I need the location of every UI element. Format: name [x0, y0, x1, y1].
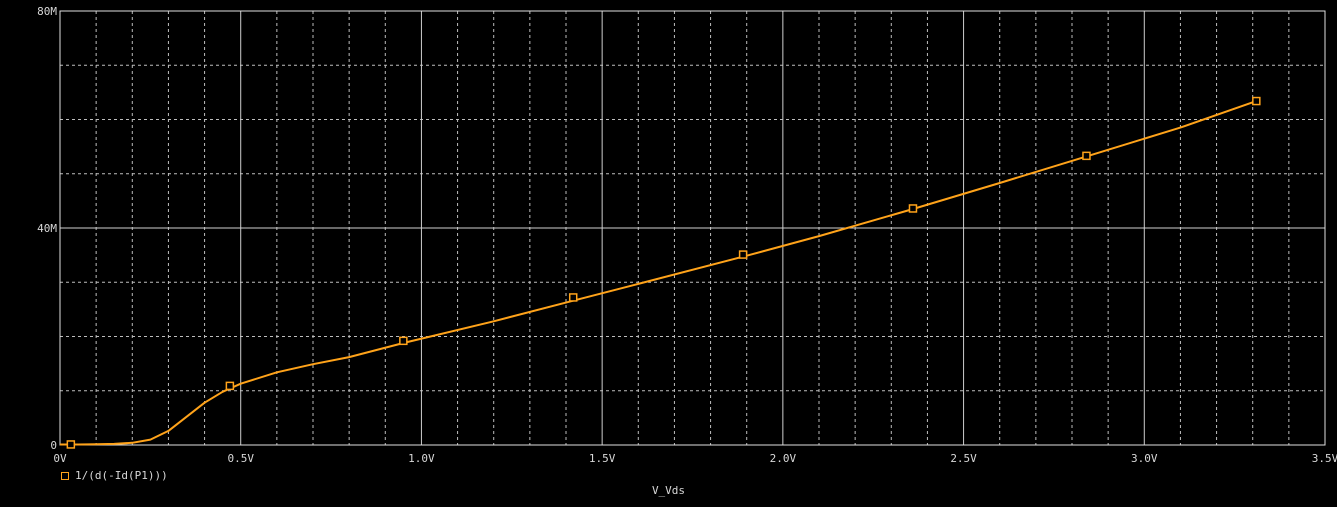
y-tick-label: 0 — [50, 439, 57, 452]
series-line — [60, 100, 1257, 446]
data-point-marker — [568, 293, 578, 302]
y-tick-label: 80M — [37, 5, 57, 18]
legend: 1/(d(-Id(P1))) — [61, 469, 168, 482]
x-tick-label: 0.5V — [227, 452, 254, 465]
legend-marker-icon — [61, 471, 69, 480]
x-axis-label: V_Vds — [651, 484, 686, 497]
x-tick-label: 3.0V — [1131, 452, 1158, 465]
x-tick-label: 2.5V — [950, 452, 977, 465]
x-tick-label: 0V — [53, 452, 67, 465]
data-point-marker — [1082, 151, 1091, 161]
data-point-marker — [738, 250, 748, 259]
x-tick-label: 1.5V — [589, 452, 616, 465]
data-point-marker — [908, 204, 918, 213]
legend-label: 1/(d(-Id(P1))) — [75, 469, 168, 482]
plot-border — [59, 10, 1326, 446]
x-tick-label: 2.0V — [770, 452, 797, 465]
data-point-marker — [1252, 96, 1261, 106]
data-point-marker — [225, 381, 235, 391]
data-point-marker — [399, 336, 408, 346]
y-tick-label: 40M — [37, 222, 57, 235]
x-tick-label: 3.5V — [1312, 452, 1337, 465]
data-point-marker — [66, 440, 76, 449]
x-tick-label: 1.0V — [408, 452, 435, 465]
